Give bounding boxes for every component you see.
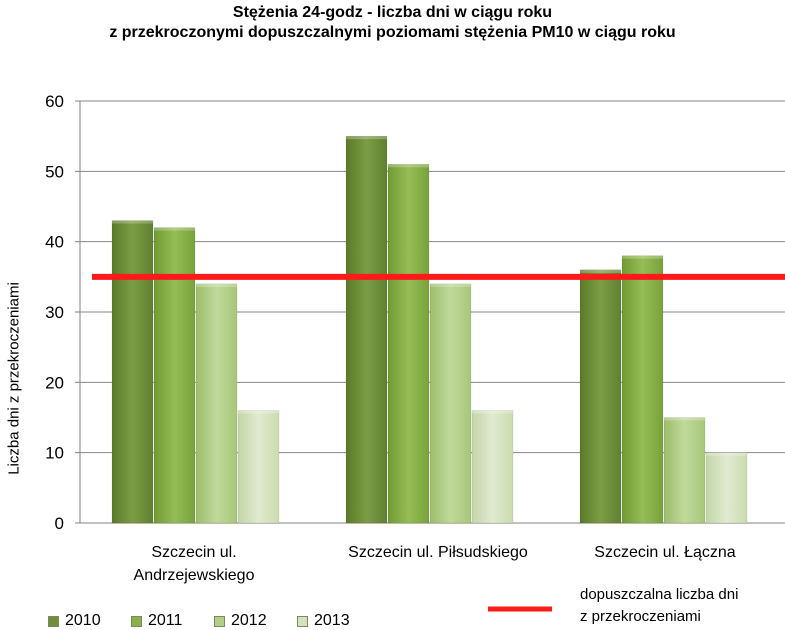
legend-item-2012: 2012 [214, 612, 267, 630]
y-tick-label-0: 0 [55, 514, 64, 533]
bar-2012-cat3 [663, 417, 706, 524]
bar-top-2011-cat3 [622, 255, 663, 259]
chart-title-line1: Stężenia 24-godz - liczba dni w ciągu ro… [232, 4, 553, 21]
legend-label-2013: 2013 [314, 612, 350, 629]
bar-2010-cat2 [345, 135, 388, 524]
legend-label-2012: 2012 [231, 612, 267, 629]
category-label-2-line1: Szczecin ul. Piłsudskiego [348, 544, 528, 561]
limit-legend-label-line2: z przekroczeniami [580, 608, 701, 625]
legend-swatch-2010 [48, 615, 59, 627]
category-label-2: Szczecin ul. Piłsudskiego [318, 541, 558, 564]
y-tick-label-10: 10 [45, 444, 64, 463]
bar-top-2010-cat1 [112, 220, 153, 224]
bar-top-2010-cat3 [580, 269, 621, 273]
bars [111, 135, 748, 524]
bar-top-2012-cat2 [430, 283, 471, 287]
y-tick-label-40: 40 [45, 233, 64, 252]
limit-legend-label: dopuszczalna liczba dni z przekroczeniam… [580, 584, 738, 628]
legend-label-2010: 2010 [65, 612, 101, 629]
bar-2011-cat3 [621, 255, 664, 524]
legend-swatch-2013 [297, 615, 308, 627]
legend-swatch-2011 [131, 615, 142, 627]
legend-item-2011: 2011 [131, 612, 182, 630]
legend-item-2013: 2013 [297, 612, 350, 630]
bar-2010-cat3 [579, 269, 622, 524]
bar-2010-cat1 [111, 220, 154, 524]
category-label-3: Szczecin ul. Łączna [565, 541, 765, 564]
bar-2011-cat1 [153, 227, 196, 524]
bar-2012-cat1 [195, 283, 238, 524]
category-label-1: Szczecin ul. Andrzejewskiego [94, 541, 294, 587]
bar-top-2013-cat3 [706, 452, 747, 456]
bar-2012-cat2 [429, 283, 472, 524]
bar-2011-cat2 [387, 164, 430, 524]
y-ticks: 0 10 20 30 40 50 60 [45, 92, 64, 533]
bar-top-2013-cat1 [238, 410, 279, 414]
category-label-1-line1: Szczecin ul. [151, 544, 237, 561]
bar-top-2010-cat2 [346, 136, 387, 140]
y-tick-label-30: 30 [45, 303, 64, 322]
legend-label-2011: 2011 [148, 612, 183, 629]
legend-item-2010: 2010 [48, 612, 101, 630]
bar-top-2011-cat2 [388, 164, 429, 168]
bar-top-2012-cat3 [664, 417, 705, 421]
category-label-3-line1: Szczecin ul. Łączna [594, 544, 736, 561]
bar-top-2013-cat2 [472, 410, 513, 414]
bar-top-2011-cat1 [154, 227, 195, 231]
bar-top-2012-cat1 [196, 283, 237, 287]
bar-2013-cat3 [705, 452, 748, 524]
limit-legend-label-line1: dopuszczalna liczba dni [580, 586, 739, 603]
category-label-1-line2: Andrzejewskiego [133, 567, 255, 584]
bar-2013-cat1 [237, 410, 280, 524]
y-tick-label-50: 50 [45, 162, 64, 181]
legend-swatch-2012 [214, 615, 225, 627]
y-tick-label-60: 60 [45, 92, 64, 111]
chart-title-line2: z przekroczonymi dopuszczalnymi poziomam… [109, 24, 676, 41]
bar-2013-cat2 [471, 410, 514, 524]
y-tick-label-20: 20 [45, 373, 64, 392]
